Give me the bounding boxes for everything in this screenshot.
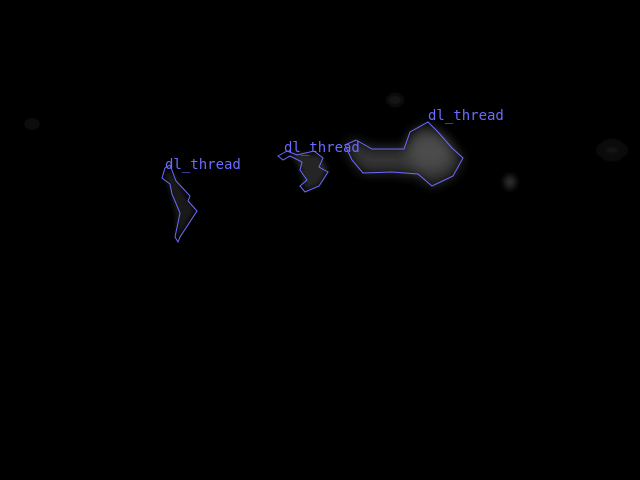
- detection-outline: [344, 121, 464, 187]
- object-glow-medium: [290, 152, 328, 190]
- detection-label: dl_thread: [165, 157, 241, 173]
- detection-outline: [161, 164, 198, 244]
- detection-label: dl_thread: [284, 140, 360, 156]
- detection-label: dl_thread: [428, 108, 504, 124]
- detection-outline: [277, 150, 329, 193]
- background-speckles: [24, 94, 626, 189]
- object-glow-large: [345, 125, 463, 186]
